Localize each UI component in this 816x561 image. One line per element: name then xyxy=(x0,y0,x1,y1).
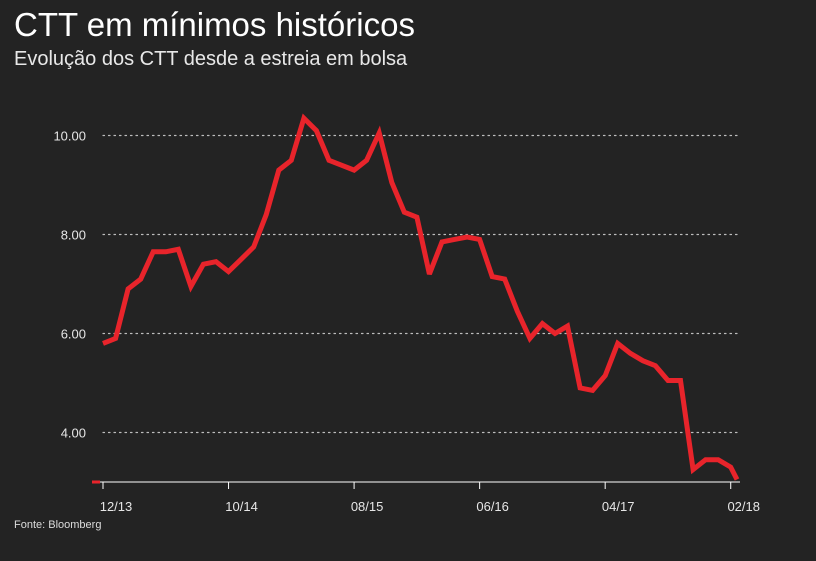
y-tick-label: 10.00 xyxy=(53,129,86,144)
x-tick-label: 06/16 xyxy=(476,499,509,514)
x-tick-label: 10/14 xyxy=(225,499,258,514)
gridlines xyxy=(102,134,738,434)
y-tick-label: 6.00 xyxy=(61,327,86,342)
chart-title: CTT em mínimos históricos xyxy=(14,6,415,43)
y-tick-label: 8.00 xyxy=(61,228,86,243)
chart-subtitle: Evolução dos CTT desde a estreia em bols… xyxy=(14,48,408,70)
series-group xyxy=(102,113,740,481)
x-tick-label: 08/15 xyxy=(351,499,384,514)
y-axis-labels: 4.00 6.00 8.00 10.00 xyxy=(53,129,86,441)
x-tick-label: 12/13 xyxy=(100,499,133,514)
x-tick-label: 04/17 xyxy=(602,499,635,514)
series-line-ctt xyxy=(102,113,740,481)
x-tick-label: 02/18 xyxy=(727,499,760,514)
source-note: Fonte: Bloomberg xyxy=(14,519,102,531)
y-tick-label: 4.00 xyxy=(61,426,86,441)
x-axis: 12/13 10/14 08/15 06/16 04/17 02/18 xyxy=(92,480,760,514)
